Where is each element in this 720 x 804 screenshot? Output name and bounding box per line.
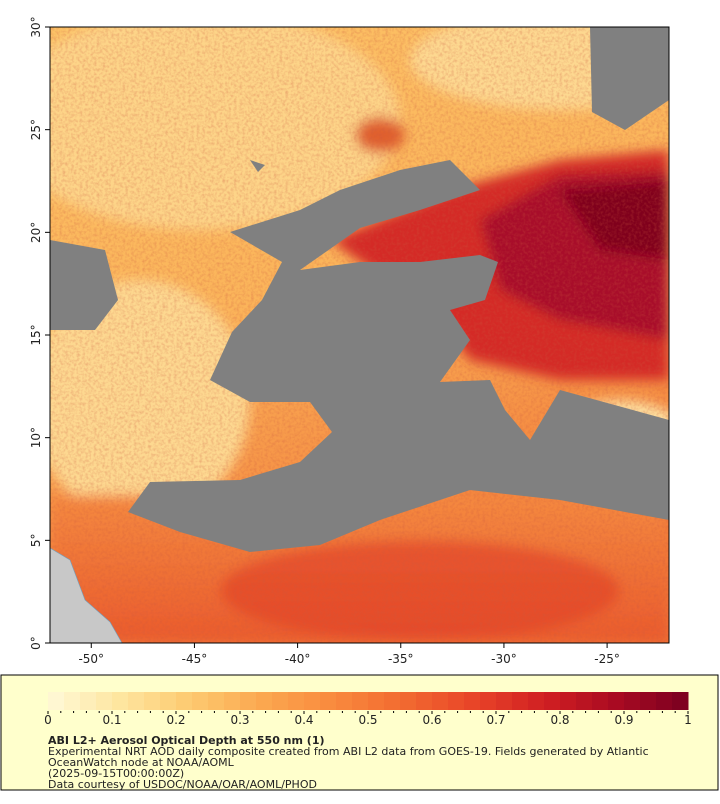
colorbar-tick-label: 0.9: [614, 713, 633, 727]
colorbar-cell: [192, 692, 209, 710]
colorbar-cell: [624, 692, 641, 710]
caption-line: OceanWatch node at NOAA/AOML: [48, 756, 235, 769]
lon-tick-label: -50°: [78, 652, 104, 666]
colorbar-cell: [64, 692, 81, 710]
caption-line: Experimental NRT AOD daily composite cre…: [48, 745, 649, 758]
caption-line: (2025-09-15T00:00:00Z): [48, 767, 184, 780]
colorbar-cell: [320, 692, 337, 710]
colorbar-cell: [480, 692, 497, 710]
lat-tick-label: 0°: [29, 636, 43, 650]
colorbar-tick-label: 0.2: [166, 713, 185, 727]
land: [50, 547, 123, 643]
colorbar-cell: [416, 692, 433, 710]
lon-tick-label: -35°: [388, 652, 414, 666]
colorbar-cell: [160, 692, 177, 710]
colorbar-tick-label: 0.6: [422, 713, 441, 727]
colorbar-cell: [128, 692, 145, 710]
caption-line: Data courtesy of USDOC/NOAA/OAR/AOML/PHO…: [48, 778, 317, 791]
colorbar-cell: [640, 692, 657, 710]
colorbar-cell: [496, 692, 513, 710]
colorbar-cell: [512, 692, 529, 710]
colorbar-cell: [672, 692, 689, 710]
colorbar-cell: [48, 692, 65, 710]
lat-tick-label: 15°: [29, 324, 43, 345]
colorbar-cell: [352, 692, 369, 710]
colorbar-cell: [592, 692, 609, 710]
colorbar-tick-label: 0: [44, 713, 52, 727]
colorbar-cell: [304, 692, 321, 710]
colorbar-cell: [384, 692, 401, 710]
lon-tick-label: -45°: [182, 652, 208, 666]
colorbar-tick-label: 1: [684, 713, 692, 727]
colorbar-cell: [448, 692, 465, 710]
colorbar-cell: [432, 692, 449, 710]
colorbar-tick-label: 0.5: [358, 713, 377, 727]
lat-tick-label: 30°: [29, 16, 43, 37]
colorbar-cell: [464, 692, 481, 710]
colorbar: 0 0.1 0.2 0.3 0.4 0.5 0.6 0.7 0.8 0.9 1: [44, 692, 692, 727]
lat-tick-label: 20°: [29, 222, 43, 243]
colorbar-cell: [560, 692, 577, 710]
colorbar-cell: [336, 692, 353, 710]
colorbar-cell: [656, 692, 673, 710]
colorbar-cell: [288, 692, 305, 710]
legend-title: ABI L2+ Aerosol Optical Depth at 550 nm …: [48, 734, 325, 747]
colorbar-cell: [400, 692, 417, 710]
no-data-cloud: [50, 27, 669, 552]
colorbar-cell: [368, 692, 385, 710]
lat-tick-label: 25°: [29, 119, 43, 140]
colorbar-cell: [208, 692, 225, 710]
colorbar-cell: [240, 692, 257, 710]
colorbar-tick-label: 0.7: [486, 713, 505, 727]
colorbar-cell: [576, 692, 593, 710]
colorbar-cell: [96, 692, 113, 710]
colorbar-cell: [544, 692, 561, 710]
colorbar-cell: [256, 692, 273, 710]
map-axes: -50° -45° -40° -35° -30° -25° 0° 5° 10° 15° 20° 25°…: [29, 16, 620, 666]
colorbar-tick-label: 0.1: [102, 713, 121, 727]
colorbar-cell: [224, 692, 241, 710]
colorbar-cell: [272, 692, 289, 710]
colorbar-tick-label: 0.8: [550, 713, 569, 727]
lon-tick-label: -25°: [594, 652, 620, 666]
lat-tick-label: 5°: [29, 534, 43, 548]
colorbar-cell: [144, 692, 161, 710]
colorbar-cell: [80, 692, 97, 710]
lon-tick-label: -40°: [285, 652, 311, 666]
colorbar-cell: [176, 692, 193, 710]
colorbar-cell: [528, 692, 545, 710]
lon-tick-label: -30°: [491, 652, 517, 666]
colorbar-cell: [608, 692, 625, 710]
colorbar-cell: [112, 692, 129, 710]
colorbar-tick-label: 0.3: [230, 713, 249, 727]
aod-raster: [50, 27, 669, 643]
colorbar-tick-label: 0.4: [294, 713, 313, 727]
lat-tick-label: 10°: [29, 427, 43, 448]
